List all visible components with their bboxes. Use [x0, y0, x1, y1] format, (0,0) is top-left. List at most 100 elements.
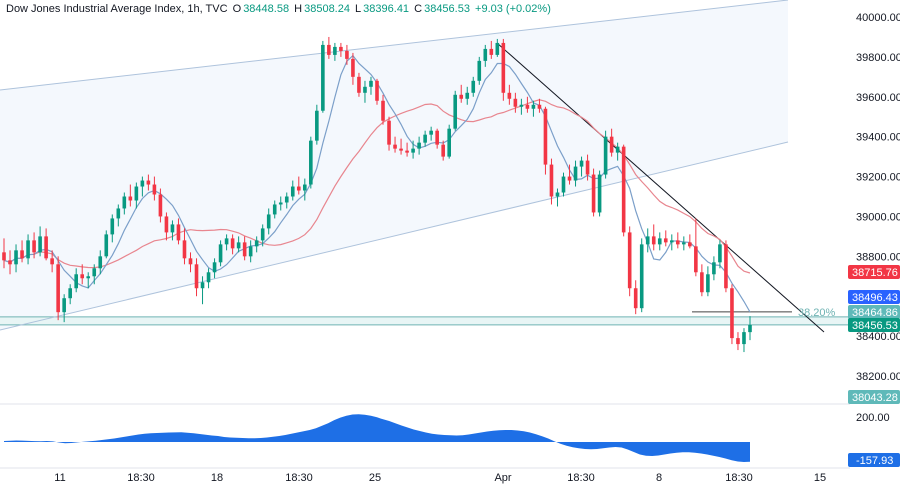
candle [266, 208, 271, 235]
candle [345, 44, 349, 65]
price-tag: 38715.76 [848, 265, 900, 279]
candle-body [555, 192, 560, 197]
candle [657, 232, 662, 251]
candle-body [489, 48, 494, 55]
drawing-tools-layer: 38.20% [0, 0, 850, 333]
axes-layer: 40000.00 39800.00 39600.00 39400.00 39200.00… [0, 12, 900, 484]
candle-body [579, 160, 584, 167]
candle [706, 266, 710, 297]
candle-body [519, 104, 524, 107]
candle [254, 236, 259, 253]
candle-body [44, 236, 48, 259]
candle-body [688, 242, 692, 247]
candle [369, 76, 373, 95]
candle [627, 226, 632, 297]
legend-low-value: 38396.41 [363, 3, 410, 15]
candle-body [321, 44, 325, 111]
candle-body [712, 262, 716, 275]
candle [272, 200, 277, 219]
legend-open-value: 38448.58 [243, 3, 290, 15]
candle-body [351, 58, 355, 77]
candle [483, 44, 488, 67]
candle [86, 272, 91, 289]
x-tick-label: Apr [494, 472, 511, 484]
candle [230, 234, 235, 255]
candle-body [272, 204, 277, 215]
candle [44, 228, 48, 261]
candle [128, 184, 133, 207]
candle [387, 116, 391, 151]
candle [224, 234, 229, 251]
candle [122, 192, 127, 215]
candle [525, 96, 530, 113]
candle-body [609, 136, 614, 153]
candle-body [284, 196, 289, 203]
candle [116, 204, 121, 227]
candle [50, 250, 54, 273]
candle-body [483, 48, 488, 61]
oscillator-current-tag: -157.93 [848, 453, 900, 467]
candle-body [8, 260, 12, 265]
candle-body [26, 240, 30, 259]
candle-body [633, 288, 638, 309]
candle [321, 40, 325, 113]
price-tag-label: 38456.53 [852, 320, 898, 332]
candle-body [381, 100, 385, 121]
candle [158, 188, 163, 223]
candle-body [62, 298, 66, 313]
candle-body [116, 208, 121, 219]
y-tick-label: 40000.00 [856, 12, 900, 24]
candle-body [296, 186, 301, 191]
candle-body [146, 180, 151, 185]
candle [633, 280, 638, 315]
candle-body [682, 242, 686, 245]
candle [519, 98, 524, 115]
candle [736, 332, 740, 351]
legend-close-value: 38456.53 [424, 3, 470, 15]
candle [651, 224, 656, 251]
candle-body [748, 324, 752, 333]
candle-body [676, 240, 680, 245]
candle-body [375, 80, 379, 101]
candle [290, 180, 295, 201]
candle [429, 126, 433, 141]
candle [393, 136, 397, 153]
candle-body [513, 98, 518, 107]
x-tick-label: 15 [814, 472, 826, 484]
candle-body [657, 238, 662, 245]
x-tick-label: 8 [656, 472, 662, 484]
candle [453, 90, 458, 131]
candle-body [260, 228, 265, 241]
candle-body [2, 252, 6, 261]
price-tag: 38464.86 [848, 305, 900, 319]
candle [74, 268, 78, 293]
candle [603, 130, 608, 179]
candle-body [471, 80, 476, 93]
candle-body [718, 244, 722, 263]
candle [92, 264, 97, 285]
candle [309, 136, 313, 189]
candle-body [465, 92, 470, 99]
candle [621, 144, 626, 237]
candle [700, 264, 704, 297]
candle [730, 284, 734, 345]
candle-body [303, 184, 307, 191]
candle [212, 258, 217, 279]
candle [375, 78, 379, 105]
candle [477, 56, 482, 85]
candle-body [663, 238, 668, 243]
candle [296, 176, 301, 195]
y-tick-label: 39800.00 [856, 52, 900, 64]
oscillator-pane [0, 403, 850, 462]
candle [417, 136, 421, 155]
candle-body [230, 238, 235, 249]
candle-body [345, 50, 349, 59]
candle-body [14, 250, 18, 265]
candle [555, 188, 560, 207]
price-tag-box [848, 318, 900, 332]
candle-body [537, 104, 542, 109]
candle-body [182, 240, 187, 259]
candle [260, 224, 265, 247]
